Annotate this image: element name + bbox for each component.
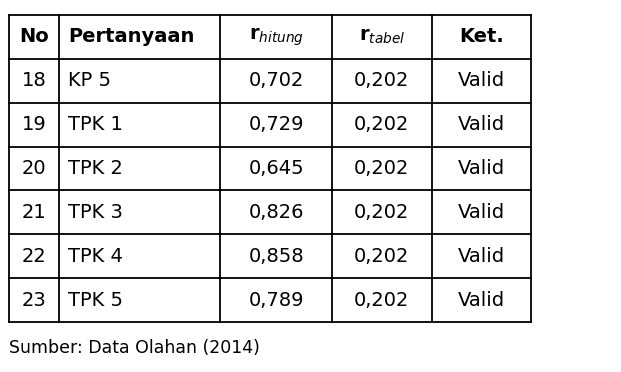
Text: 0,826: 0,826 bbox=[248, 203, 304, 222]
Text: Valid: Valid bbox=[458, 247, 505, 266]
Text: KP 5: KP 5 bbox=[68, 71, 111, 90]
Text: 0,202: 0,202 bbox=[354, 291, 410, 310]
Text: TPK 3: TPK 3 bbox=[68, 203, 123, 222]
Text: TPK 2: TPK 2 bbox=[68, 159, 123, 178]
Text: r$_{tabel}$: r$_{tabel}$ bbox=[359, 27, 405, 46]
Text: 20: 20 bbox=[22, 159, 47, 178]
Text: Valid: Valid bbox=[458, 291, 505, 310]
Text: Valid: Valid bbox=[458, 203, 505, 222]
Text: 0,789: 0,789 bbox=[248, 291, 304, 310]
Text: r$_{hitung}$: r$_{hitung}$ bbox=[249, 26, 304, 48]
Text: Ket.: Ket. bbox=[459, 27, 504, 46]
Text: Valid: Valid bbox=[458, 115, 505, 134]
Text: 0,729: 0,729 bbox=[248, 115, 304, 134]
Text: 19: 19 bbox=[22, 115, 47, 134]
Text: TPK 5: TPK 5 bbox=[68, 291, 124, 310]
Text: 0,702: 0,702 bbox=[248, 71, 304, 90]
Text: 23: 23 bbox=[22, 291, 47, 310]
Text: No: No bbox=[19, 27, 49, 46]
Text: 0,202: 0,202 bbox=[354, 247, 410, 266]
Text: Valid: Valid bbox=[458, 71, 505, 90]
Text: 22: 22 bbox=[22, 247, 47, 266]
Text: 21: 21 bbox=[22, 203, 47, 222]
Text: 0,202: 0,202 bbox=[354, 159, 410, 178]
Text: Valid: Valid bbox=[458, 159, 505, 178]
Text: 0,202: 0,202 bbox=[354, 115, 410, 134]
Text: 0,202: 0,202 bbox=[354, 71, 410, 90]
Text: Sumber: Data Olahan (2014): Sumber: Data Olahan (2014) bbox=[9, 339, 260, 357]
Text: TPK 1: TPK 1 bbox=[68, 115, 123, 134]
Text: Pertanyaan: Pertanyaan bbox=[68, 27, 195, 46]
Text: TPK 4: TPK 4 bbox=[68, 247, 123, 266]
Text: 0,645: 0,645 bbox=[248, 159, 304, 178]
Text: 0,202: 0,202 bbox=[354, 203, 410, 222]
Text: 18: 18 bbox=[22, 71, 47, 90]
Text: 0,858: 0,858 bbox=[248, 247, 304, 266]
